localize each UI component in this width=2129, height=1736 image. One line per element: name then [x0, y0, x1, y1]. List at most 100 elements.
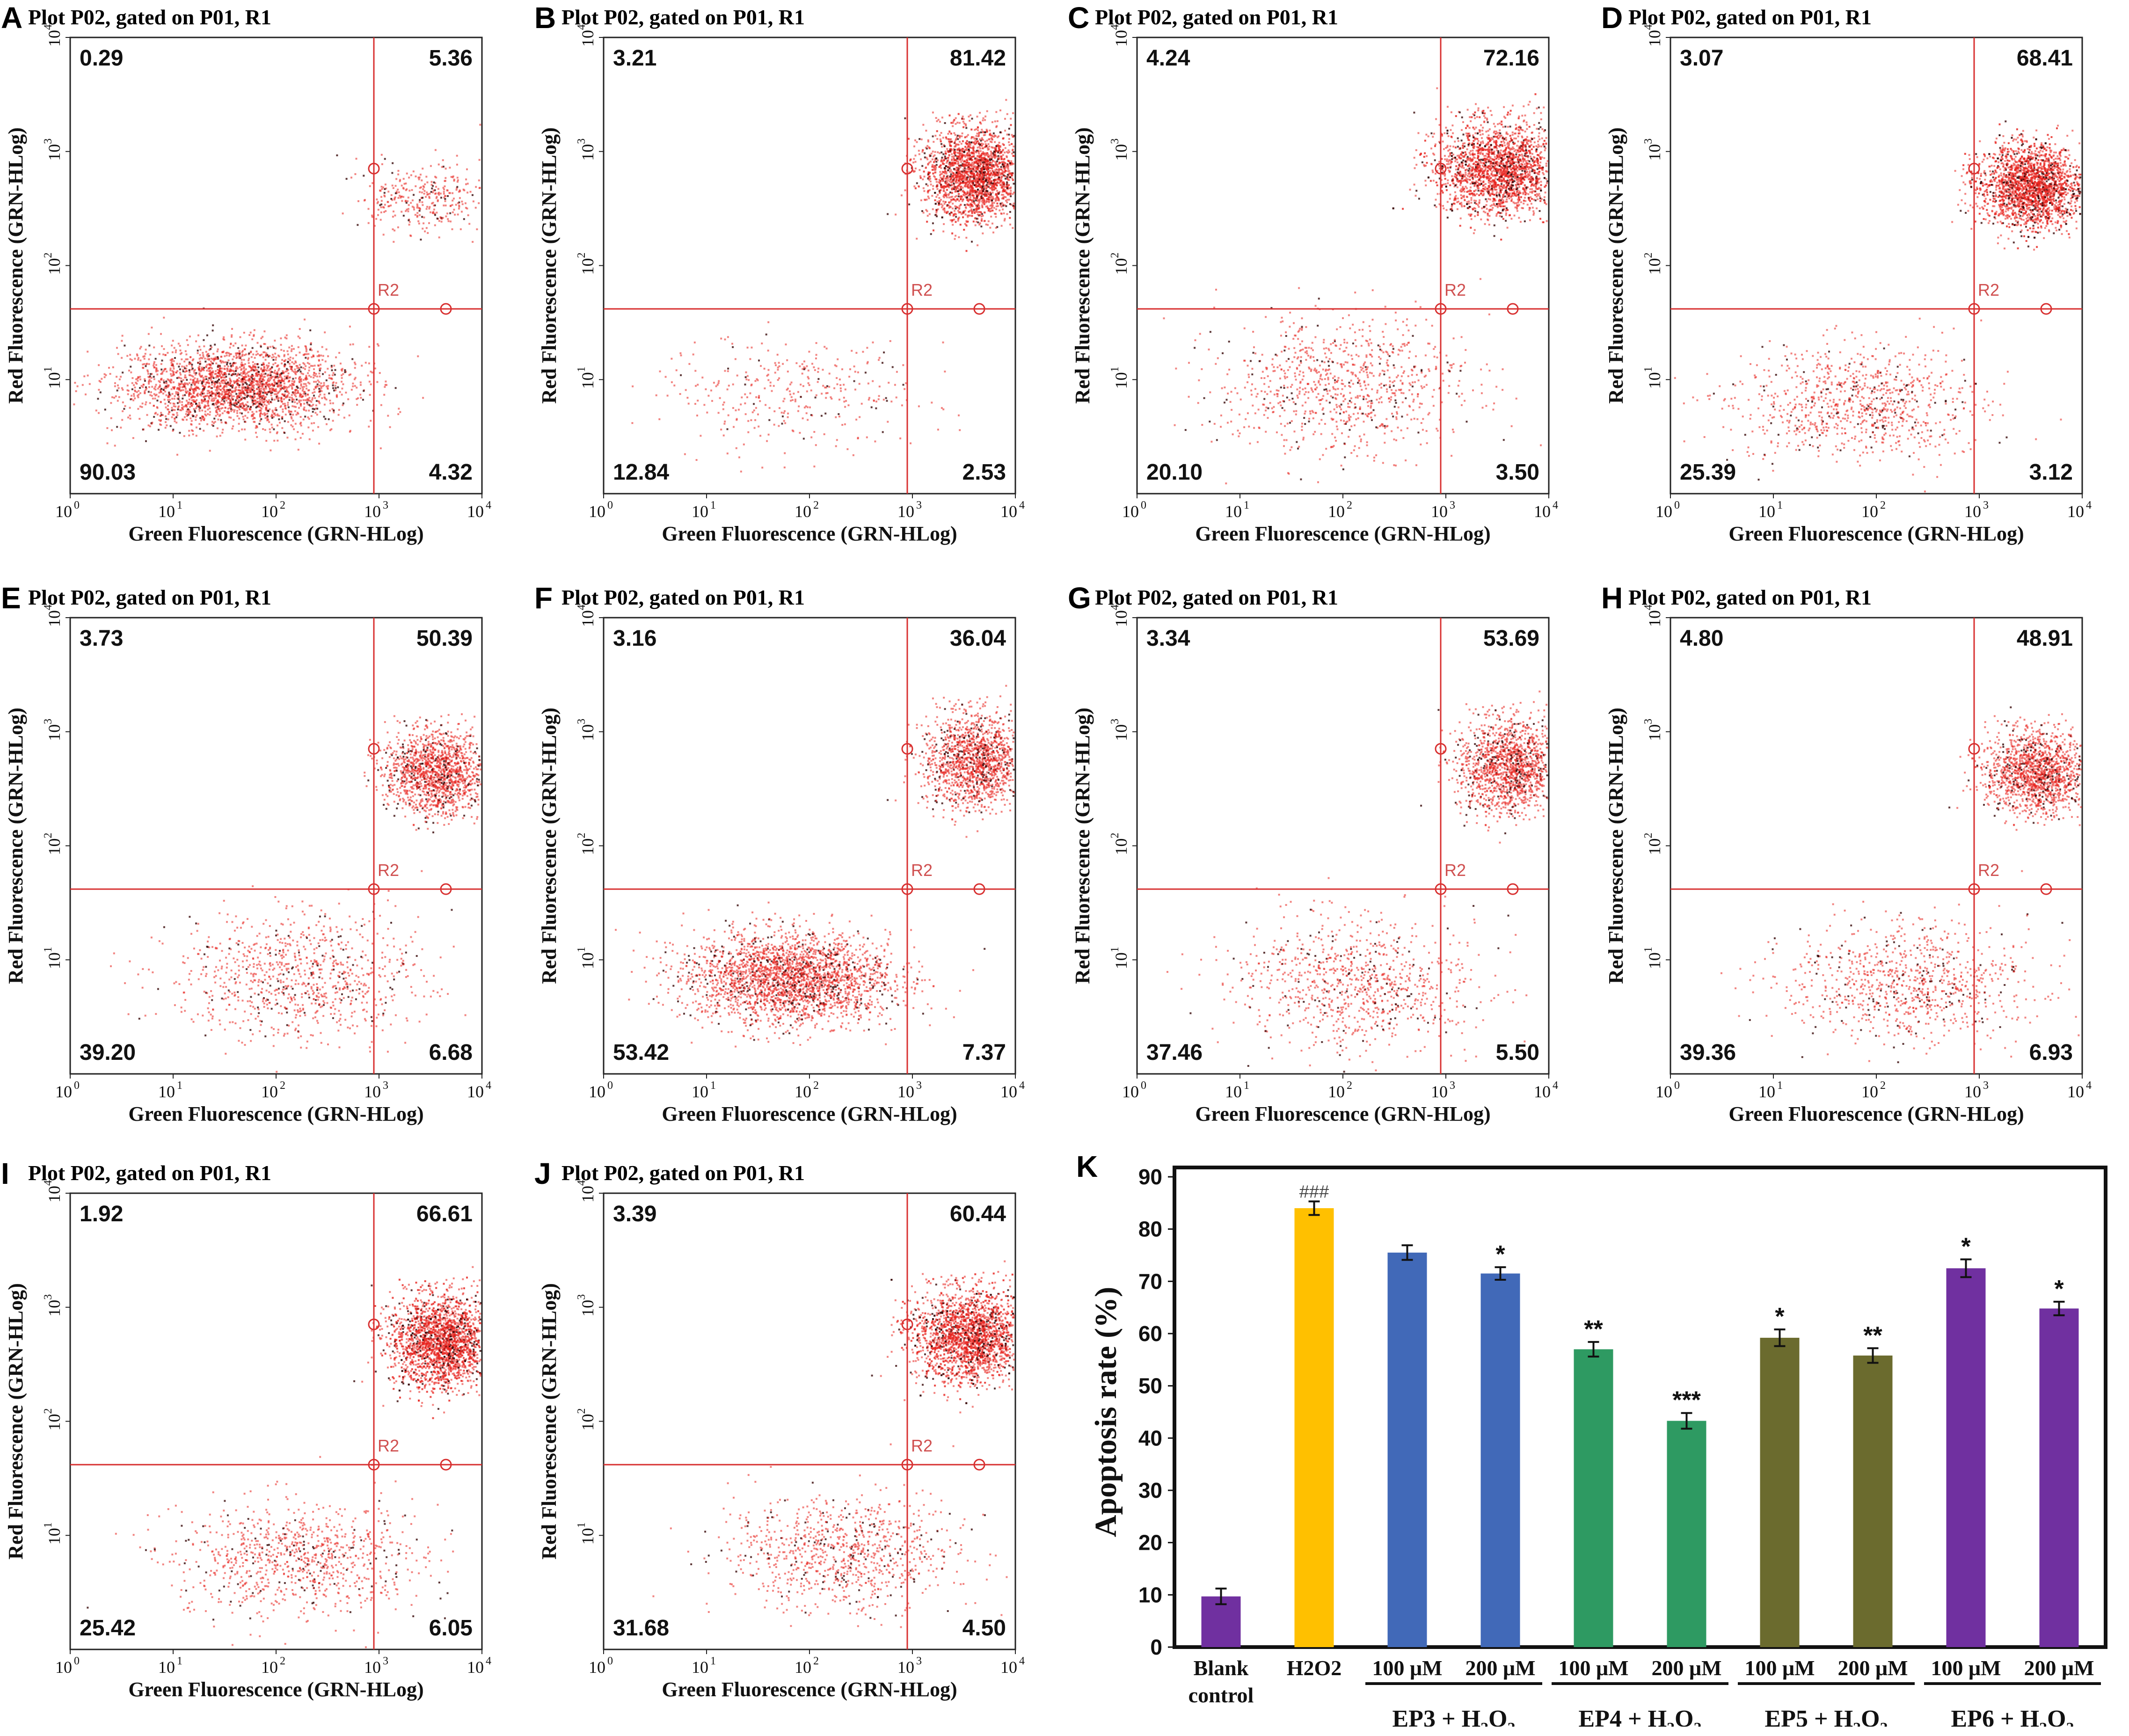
event-dot [148, 345, 150, 347]
event-dot [248, 371, 250, 372]
event-dot [256, 384, 258, 386]
event-dot [260, 418, 262, 420]
event-dot [228, 355, 230, 357]
event-dot [368, 222, 370, 224]
event-dot [383, 211, 385, 213]
event-dot [242, 376, 244, 378]
event-dot [180, 409, 182, 411]
event-dot [324, 394, 326, 395]
event-dot [167, 385, 169, 387]
event-dot [940, 139, 941, 140]
event-dot [209, 349, 211, 351]
event-dot [1006, 134, 1008, 136]
event-dot [934, 154, 936, 156]
event-dot [295, 354, 297, 356]
event-dot [329, 402, 331, 404]
event-dot [1000, 166, 1002, 168]
event-dot [335, 389, 336, 391]
event-dot [250, 388, 252, 390]
event-dot [256, 350, 258, 352]
event-dot [245, 382, 247, 384]
plot-frame [70, 37, 482, 494]
event-dot [149, 402, 151, 404]
event-dot [987, 224, 989, 226]
event-dot [198, 388, 200, 390]
event-dot [966, 225, 968, 227]
event-dot [971, 118, 973, 120]
event-dot [939, 121, 941, 123]
event-dot [232, 409, 233, 411]
event-dot [959, 141, 961, 143]
event-dot [939, 175, 941, 176]
event-dot [408, 177, 410, 179]
event-dot [217, 414, 219, 416]
event-dot [987, 149, 989, 151]
event-dot [980, 140, 982, 142]
event-dot [963, 165, 965, 167]
event-dot [265, 417, 267, 419]
event-dot [322, 373, 324, 375]
event-dot [1002, 204, 1004, 205]
event-dot [983, 188, 985, 190]
event-dot [209, 392, 211, 394]
event-dot [254, 363, 256, 365]
event-dot [265, 407, 267, 409]
event-dot [143, 429, 145, 430]
event-dot [368, 346, 370, 348]
event-dot [432, 202, 434, 204]
event-dot [930, 155, 932, 157]
event-dot [973, 209, 975, 211]
event-dot [936, 181, 938, 183]
event-dot [973, 147, 975, 149]
event-dot [292, 391, 294, 393]
event-dot [224, 355, 226, 357]
event-dot [204, 357, 206, 359]
event-dot [971, 180, 973, 182]
event-dot [239, 405, 241, 407]
event-dot [945, 192, 947, 194]
event-dot [262, 388, 264, 390]
event-dot [242, 350, 244, 352]
event-dot [317, 365, 319, 366]
event-dot [215, 363, 217, 365]
event-dot [203, 430, 204, 431]
event-dot [980, 131, 982, 133]
event-dot [308, 404, 310, 406]
event-dot [288, 381, 290, 383]
event-dot [297, 370, 299, 372]
event-dot [145, 440, 147, 442]
event-dot [301, 386, 303, 388]
event-dot [236, 379, 238, 381]
event-dot [970, 204, 972, 205]
event-dot [168, 395, 169, 397]
event-dot [957, 144, 959, 146]
event-dot [432, 185, 434, 187]
event-dot [222, 412, 224, 414]
event-dot [163, 381, 165, 383]
event-dot [273, 440, 275, 442]
event-dot [995, 227, 997, 229]
event-dot [300, 396, 302, 398]
event-dot [277, 373, 278, 375]
event-dot [151, 395, 153, 397]
event-dot [230, 365, 232, 367]
event-dot [208, 382, 210, 384]
event-dot [319, 402, 321, 404]
event-dot [145, 353, 146, 355]
event-dot [130, 418, 131, 420]
event-dot [982, 131, 984, 133]
event-dot [419, 199, 421, 201]
event-dot [993, 198, 995, 200]
event-dot [341, 369, 343, 371]
event-dot [440, 217, 442, 219]
event-dot [977, 214, 979, 216]
event-dot [270, 385, 271, 387]
event-dot [262, 428, 264, 430]
event-dot [126, 355, 128, 357]
event-dot [284, 391, 286, 393]
event-dot [104, 408, 106, 410]
event-dot [922, 124, 924, 126]
event-dot [284, 432, 285, 434]
event-dot [221, 422, 223, 423]
event-dot [391, 172, 393, 174]
